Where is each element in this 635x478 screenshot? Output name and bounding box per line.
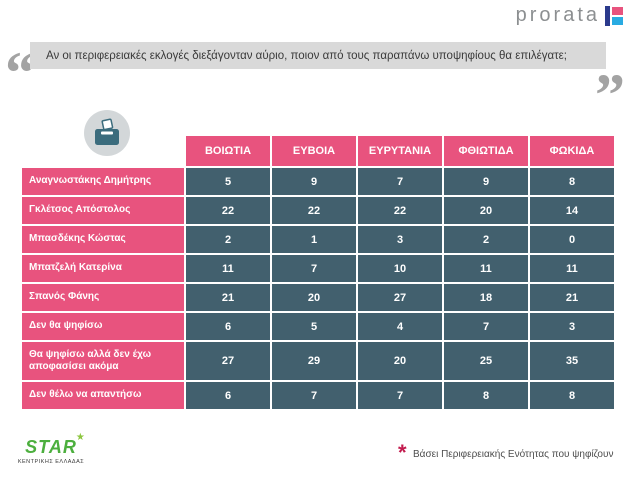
- value-cell: 29: [272, 342, 356, 380]
- candidate-label: Μπασδέκης Κώστας: [22, 226, 184, 253]
- value-cell: 11: [530, 255, 614, 282]
- candidate-label: Αναγνωστάκης Δημήτρης: [22, 168, 184, 195]
- value-cell: 3: [530, 313, 614, 340]
- value-cell: 11: [186, 255, 270, 282]
- table-row: Αναγνωστάκης Δημήτρης 5 9 7 9 8: [22, 168, 614, 195]
- value-cell: 22: [186, 197, 270, 224]
- value-cell: 35: [530, 342, 614, 380]
- value-cell: 9: [444, 168, 528, 195]
- star-icon: ★: [75, 432, 85, 443]
- value-cell: 6: [186, 313, 270, 340]
- value-cell: 20: [444, 197, 528, 224]
- value-cell: 9: [272, 168, 356, 195]
- poll-results-table: ΒΟΙΩΤΙΑ ΕΥΒΟΙΑ ΕΥΡΥΤΑΝΙΑ ΦΘΙΩΤΙΔΑ ΦΩΚΙΔΑ…: [20, 134, 616, 411]
- value-cell: 5: [272, 313, 356, 340]
- ballot-box-svg: [95, 118, 119, 145]
- column-header-voiotia: ΒΟΙΩΤΙΑ: [186, 136, 270, 166]
- column-header-evvoia: ΕΥΒΟΙΑ: [272, 136, 356, 166]
- value-cell: 8: [444, 382, 528, 409]
- prorata-logo-icon: [605, 5, 623, 26]
- table-row: Γκλέτσος Απόστολος 22 22 22 20 14: [22, 197, 614, 224]
- value-cell: 22: [272, 197, 356, 224]
- value-cell: 27: [358, 284, 442, 311]
- value-cell: 25: [444, 342, 528, 380]
- value-cell: 4: [358, 313, 442, 340]
- value-cell: 7: [358, 168, 442, 195]
- answer-label: Δεν θέλω να απαντήσω: [22, 382, 184, 409]
- column-header-fokida: ΦΩΚΙΔΑ: [530, 136, 614, 166]
- table-corner: [22, 136, 184, 166]
- value-cell: 8: [530, 168, 614, 195]
- value-cell: 2: [444, 226, 528, 253]
- footnote-text: Βάσει Περιφερειακής Ενότητας που ψηφίζου…: [413, 449, 614, 460]
- question-text: Αν οι περιφερειακές εκλογές διεξάγονταν …: [46, 49, 567, 62]
- value-cell: 7: [444, 313, 528, 340]
- table-row: Θα ψηφίσω αλλά δεν έχω αποφασίσει ακόμα …: [22, 342, 614, 380]
- prorata-logo-text: prorata: [515, 4, 600, 26]
- question-bar: Αν οι περιφερειακές εκλογές διεξάγονταν …: [30, 42, 606, 69]
- column-header-fthiotida: ΦΘΙΩΤΙΔΑ: [444, 136, 528, 166]
- value-cell: 7: [272, 255, 356, 282]
- close-quote-icon: ”: [595, 62, 625, 128]
- table-row: Δεν θα ψηφίσω 6 5 4 7 3: [22, 313, 614, 340]
- table-header-row: ΒΟΙΩΤΙΑ ΕΥΒΟΙΑ ΕΥΡΥΤΑΝΙΑ ΦΘΙΩΤΙΔΑ ΦΩΚΙΔΑ: [22, 136, 614, 166]
- logo-bar-blue: [605, 5, 610, 26]
- value-cell: 5: [186, 168, 270, 195]
- column-header-evrytania: ΕΥΡΥΤΑΝΙΑ: [358, 136, 442, 166]
- value-cell: 11: [444, 255, 528, 282]
- table-row: Δεν θέλω να απαντήσω 6 7 7 8 8: [22, 382, 614, 409]
- value-cell: 8: [530, 382, 614, 409]
- value-cell: 21: [186, 284, 270, 311]
- value-cell: 6: [186, 382, 270, 409]
- answer-label: Δεν θα ψηφίσω: [22, 313, 184, 340]
- value-cell: 20: [272, 284, 356, 311]
- table-row: Μπασδέκης Κώστας 2 1 3 2 0: [22, 226, 614, 253]
- value-cell: 20: [358, 342, 442, 380]
- value-cell: 27: [186, 342, 270, 380]
- logo-square-blue: [612, 16, 623, 25]
- value-cell: 22: [358, 197, 442, 224]
- star-channel-logo: STAR ★ ΚΕΝΤΡΙΚΗΣ ΕΛΛΑΔΑΣ: [16, 432, 86, 465]
- value-cell: 2: [186, 226, 270, 253]
- logo-bar-stack: [612, 6, 623, 25]
- candidate-label: Μπατζελή Κατερίνα: [22, 255, 184, 282]
- answer-label: Θα ψηφίσω αλλά δεν έχω αποφασίσει ακόμα: [22, 342, 184, 380]
- value-cell: 7: [358, 382, 442, 409]
- value-cell: 14: [530, 197, 614, 224]
- prorata-logo: prorata: [516, 4, 623, 27]
- value-cell: 0: [530, 226, 614, 253]
- value-cell: 10: [358, 255, 442, 282]
- value-cell: 7: [272, 382, 356, 409]
- value-cell: 1: [272, 226, 356, 253]
- star-logo-subtext: ΚΕΝΤΡΙΚΗΣ ΕΛΛΑΔΑΣ: [17, 459, 85, 465]
- ballot-box-icon: [84, 110, 130, 156]
- logo-square-pink: [612, 6, 623, 15]
- footnote-asterisk: *: [398, 440, 407, 465]
- candidate-label: Γκλέτσος Απόστολος: [22, 197, 184, 224]
- value-cell: 3: [358, 226, 442, 253]
- table-row: Σπανός Φάνης 21 20 27 18 21: [22, 284, 614, 311]
- candidate-label: Σπανός Φάνης: [22, 284, 184, 311]
- star-logo-text: STAR: [25, 437, 77, 457]
- value-cell: 18: [444, 284, 528, 311]
- value-cell: 21: [530, 284, 614, 311]
- table-row: Μπατζελή Κατερίνα 11 7 10 11 11: [22, 255, 614, 282]
